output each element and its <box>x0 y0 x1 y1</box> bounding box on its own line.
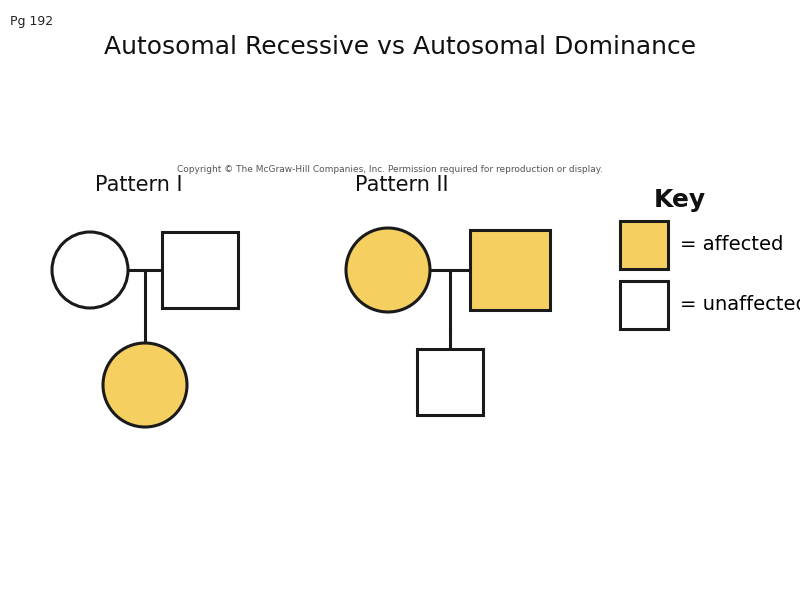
FancyBboxPatch shape <box>417 349 483 415</box>
Ellipse shape <box>52 232 128 308</box>
FancyBboxPatch shape <box>620 281 668 329</box>
FancyBboxPatch shape <box>620 221 668 269</box>
Text: Pattern I: Pattern I <box>95 175 182 195</box>
FancyBboxPatch shape <box>470 230 550 310</box>
Text: Key: Key <box>654 188 706 212</box>
Ellipse shape <box>346 228 430 312</box>
FancyBboxPatch shape <box>162 232 238 308</box>
Text: Pg 192: Pg 192 <box>10 15 53 28</box>
Text: Copyright © The McGraw-Hill Companies, Inc. Permission required for reproduction: Copyright © The McGraw-Hill Companies, I… <box>177 166 603 175</box>
Text: Pattern II: Pattern II <box>355 175 449 195</box>
Text: Autosomal Recessive vs Autosomal Dominance: Autosomal Recessive vs Autosomal Dominan… <box>104 35 696 59</box>
Text: = affected: = affected <box>680 235 783 254</box>
Ellipse shape <box>103 343 187 427</box>
Text: = unaffected: = unaffected <box>680 295 800 314</box>
